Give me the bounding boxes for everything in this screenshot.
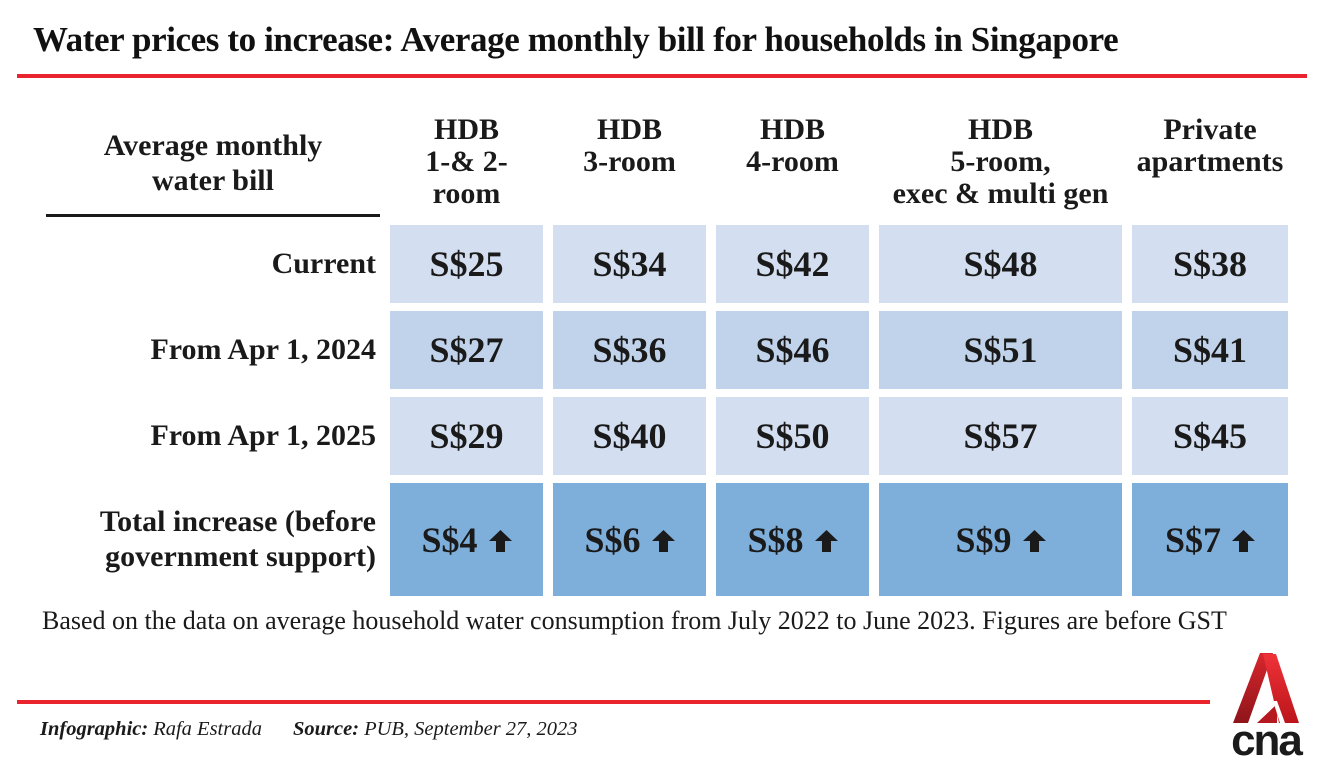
cell-value: S$8 xyxy=(747,519,804,560)
cell-value: S$46 xyxy=(755,330,830,370)
value-cell: S$46 xyxy=(716,311,869,389)
table-corner-label: Average monthly water bill xyxy=(46,113,380,217)
page-title: Water prices to increase: Average monthl… xyxy=(33,20,1119,59)
cell-value: S$45 xyxy=(1172,416,1248,456)
value-cell: S$51 xyxy=(879,311,1122,389)
value-cell: S$41 xyxy=(1132,311,1288,389)
value-cell: S$27 xyxy=(390,311,543,389)
cell-value: S$6 xyxy=(584,519,641,560)
row-label-current: Current xyxy=(271,246,376,280)
value-cell: S$42 xyxy=(716,225,869,303)
cell-value: S$42 xyxy=(755,244,830,284)
credits-row: Infographic: Rafa Estrada Source: PUB, Sept… xyxy=(40,718,578,741)
cell-value: S$51 xyxy=(963,330,1038,370)
value-cell: S$4 xyxy=(390,483,543,596)
value-cell: S$40 xyxy=(553,397,706,475)
cell-value: S$38 xyxy=(1172,244,1248,284)
infographic-credit-label: Infographic: xyxy=(40,718,149,740)
water-bill-table: Average monthly water bill HDB 1-& 2- ro… xyxy=(46,113,1288,596)
value-cell: S$8 xyxy=(716,483,869,596)
increase-arrow-icon xyxy=(651,529,675,552)
source-credit-value: PUB, September 27, 2023 xyxy=(364,718,578,740)
row-label-total-increase: Total increase (before government suppor… xyxy=(99,505,376,573)
increase-arrow-icon xyxy=(1022,529,1046,552)
cell-value: S$57 xyxy=(963,416,1038,456)
value-cell: S$25 xyxy=(390,225,543,303)
value-cell: S$29 xyxy=(390,397,543,475)
increase-arrow-icon xyxy=(814,529,838,552)
cell-value: S$27 xyxy=(429,330,504,370)
column-header-hdb-1-2-room: HDB 1-& 2- room xyxy=(425,113,508,211)
cna-logo: cna xyxy=(1226,653,1306,765)
bottom-divider xyxy=(17,700,1210,704)
cell-value: S$34 xyxy=(592,244,667,284)
increase-arrow-icon xyxy=(488,529,512,552)
value-cell: S$7 xyxy=(1132,483,1288,596)
footnote: Based on the data on average household w… xyxy=(42,606,1227,635)
increase-arrow-icon xyxy=(1232,529,1256,552)
cell-value: S$9 xyxy=(955,519,1012,560)
cna-wordmark: cna xyxy=(1231,716,1303,765)
cna-a-mark-icon xyxy=(1233,653,1299,723)
column-header-hdb-4-room: HDB 4-room xyxy=(746,113,839,179)
infographic-credit: Infographic: Rafa Estrada xyxy=(40,718,293,741)
cell-value: S$40 xyxy=(592,416,667,456)
value-cell: S$48 xyxy=(879,225,1122,303)
cell-value: S$48 xyxy=(963,244,1038,284)
cell-value: S$29 xyxy=(429,416,504,456)
row-label-apr-2025: From Apr 1, 2025 xyxy=(150,418,376,452)
cell-value: S$4 xyxy=(421,519,478,560)
value-cell: S$34 xyxy=(553,225,706,303)
source-credit-label: Source: xyxy=(293,718,360,740)
cell-value: S$50 xyxy=(755,416,830,456)
value-cell: S$45 xyxy=(1132,397,1288,475)
column-header-private-apartments: Private apartments xyxy=(1136,113,1284,179)
value-cell: S$57 xyxy=(879,397,1122,475)
column-header-hdb-5-room: HDB 5-room, exec & multi gen xyxy=(892,113,1109,211)
cell-value: S$25 xyxy=(429,244,504,284)
value-cell: S$50 xyxy=(716,397,869,475)
row-label-apr-2024: From Apr 1, 2024 xyxy=(150,332,376,366)
value-cell: S$9 xyxy=(879,483,1122,596)
cell-value: S$7 xyxy=(1164,519,1222,560)
top-divider xyxy=(17,74,1307,78)
value-cell: S$6 xyxy=(553,483,706,596)
source-credit: Source: PUB, September 27, 2023 xyxy=(293,718,578,741)
value-cell: S$38 xyxy=(1132,225,1288,303)
column-header-hdb-3-room: HDB 3-room xyxy=(583,113,676,179)
infographic-credit-name: Rafa Estrada xyxy=(153,718,262,740)
cell-value: S$41 xyxy=(1172,330,1248,370)
cell-value: S$36 xyxy=(592,330,667,370)
value-cell: S$36 xyxy=(553,311,706,389)
